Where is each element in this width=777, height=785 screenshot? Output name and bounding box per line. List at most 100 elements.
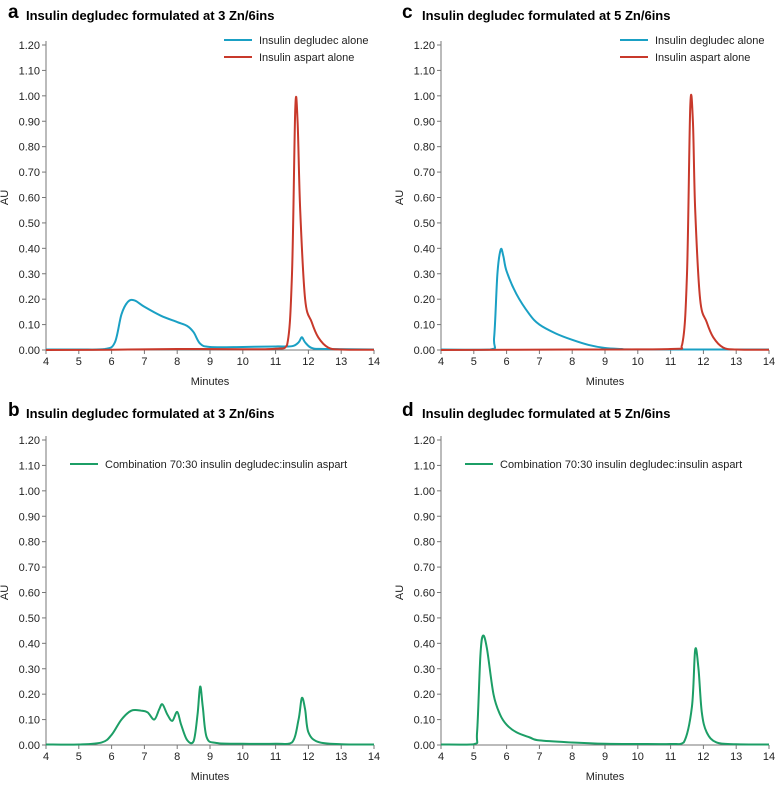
y-tick-label: 0.10	[414, 715, 435, 727]
x-tick-label: 7	[536, 751, 542, 763]
x-tick-label: 6	[504, 751, 510, 763]
x-tick-label: 10	[237, 356, 249, 368]
x-tick-label: 14	[368, 356, 380, 368]
series-line	[45, 298, 375, 351]
chart-title: Insulin degludec formulated at 5 Zn/6ins	[422, 406, 671, 421]
x-tick-label: 10	[632, 356, 644, 368]
y-tick-label: 0.40	[19, 638, 40, 650]
x-tick-label: 5	[471, 751, 477, 763]
y-tick-label: 0.10	[19, 715, 40, 727]
x-tick-label: 8	[569, 751, 575, 763]
y-tick-label: 0.70	[19, 167, 40, 179]
x-tick-label: 5	[471, 356, 477, 368]
y-tick-label: 0.50	[19, 613, 40, 625]
panel-letter: d	[402, 400, 414, 421]
y-tick-label: 1.00	[414, 91, 435, 103]
y-tick-label: 0.40	[414, 638, 435, 650]
x-tick-label: 10	[237, 751, 249, 763]
x-tick-label: 11	[665, 356, 676, 368]
y-tick-label: 1.20	[414, 435, 435, 447]
y-tick-label: 1.10	[414, 65, 435, 77]
panel-letter: c	[402, 2, 413, 23]
y-tick-label: 1.10	[19, 460, 40, 472]
x-tick-label: 10	[632, 751, 644, 763]
y-tick-label: 0.70	[414, 167, 435, 179]
y-tick-label: 0.50	[414, 613, 435, 625]
y-tick-label: 1.10	[19, 65, 40, 77]
chart-title: Insulin degludec formulated at 3 Zn/6ins	[26, 8, 275, 23]
y-tick-label: 0.80	[19, 537, 40, 549]
y-axis-label: AU	[0, 585, 11, 600]
chart-title: Insulin degludec formulated at 5 Zn/6ins	[422, 8, 671, 23]
y-tick-label: 0.60	[414, 588, 435, 600]
y-tick-label: 0.70	[414, 562, 435, 574]
x-tick-label: 7	[141, 751, 147, 763]
series-line	[45, 685, 375, 746]
series-line	[440, 93, 770, 351]
y-tick-label: 1.20	[414, 40, 435, 52]
x-axis-label: Minutes	[586, 771, 625, 783]
y-tick-label: 0.20	[19, 689, 40, 701]
legend-label: Insulin aspart alone	[259, 52, 354, 64]
x-tick-label: 6	[109, 356, 115, 368]
x-tick-label: 8	[174, 356, 180, 368]
y-tick-label: 0.00	[19, 740, 40, 752]
y-tick-label: 1.20	[19, 435, 40, 447]
y-tick-label: 0.60	[19, 588, 40, 600]
x-tick-label: 12	[697, 751, 709, 763]
y-tick-label: 0.80	[19, 142, 40, 154]
y-axis-label: AU	[0, 190, 11, 205]
y-axis-label: AU	[394, 190, 406, 205]
y-tick-label: 0.20	[414, 294, 435, 306]
y-tick-label: 0.90	[19, 511, 40, 523]
y-tick-label: 1.00	[19, 91, 40, 103]
y-tick-label: 1.00	[414, 486, 435, 498]
x-tick-label: 13	[730, 751, 742, 763]
x-tick-label: 11	[665, 751, 676, 763]
y-tick-label: 0.20	[414, 689, 435, 701]
x-axis-label: Minutes	[191, 376, 230, 388]
y-tick-label: 0.00	[414, 740, 435, 752]
x-tick-label: 5	[76, 751, 82, 763]
y-tick-label: 0.30	[19, 269, 40, 281]
y-tick-label: 0.70	[19, 562, 40, 574]
y-tick-label: 0.10	[19, 320, 40, 332]
series-line	[45, 95, 375, 351]
x-axis-label: Minutes	[586, 376, 625, 388]
y-tick-label: 0.00	[19, 345, 40, 357]
chart-title: Insulin degludec formulated at 3 Zn/6ins	[26, 406, 275, 421]
panel-letter: b	[8, 400, 20, 421]
x-tick-label: 14	[368, 751, 380, 763]
y-tick-label: 0.50	[19, 218, 40, 230]
x-tick-label: 8	[174, 751, 180, 763]
y-tick-label: 1.00	[19, 486, 40, 498]
x-tick-label: 9	[602, 356, 608, 368]
y-tick-label: 0.80	[414, 142, 435, 154]
y-axis-label: AU	[394, 585, 406, 600]
y-tick-label: 0.90	[414, 511, 435, 523]
y-tick-label: 1.20	[19, 40, 40, 52]
y-tick-label: 0.40	[414, 243, 435, 255]
x-tick-label: 4	[43, 356, 49, 368]
y-tick-label: 0.30	[19, 664, 40, 676]
y-tick-label: 0.60	[19, 193, 40, 205]
legend-label: Insulin degludec alone	[655, 35, 764, 47]
x-tick-label: 14	[763, 356, 775, 368]
y-tick-label: 0.20	[19, 294, 40, 306]
x-axis-label: Minutes	[191, 771, 230, 783]
x-tick-label: 9	[207, 751, 213, 763]
x-tick-label: 7	[141, 356, 147, 368]
legend-label: Insulin degludec alone	[259, 35, 368, 47]
y-tick-label: 0.00	[414, 345, 435, 357]
x-tick-label: 12	[302, 751, 314, 763]
x-tick-label: 12	[302, 356, 314, 368]
x-tick-label: 6	[109, 751, 115, 763]
y-tick-label: 0.10	[414, 320, 435, 332]
x-tick-label: 11	[270, 751, 281, 763]
y-tick-label: 0.90	[19, 116, 40, 128]
y-tick-label: 0.30	[414, 664, 435, 676]
